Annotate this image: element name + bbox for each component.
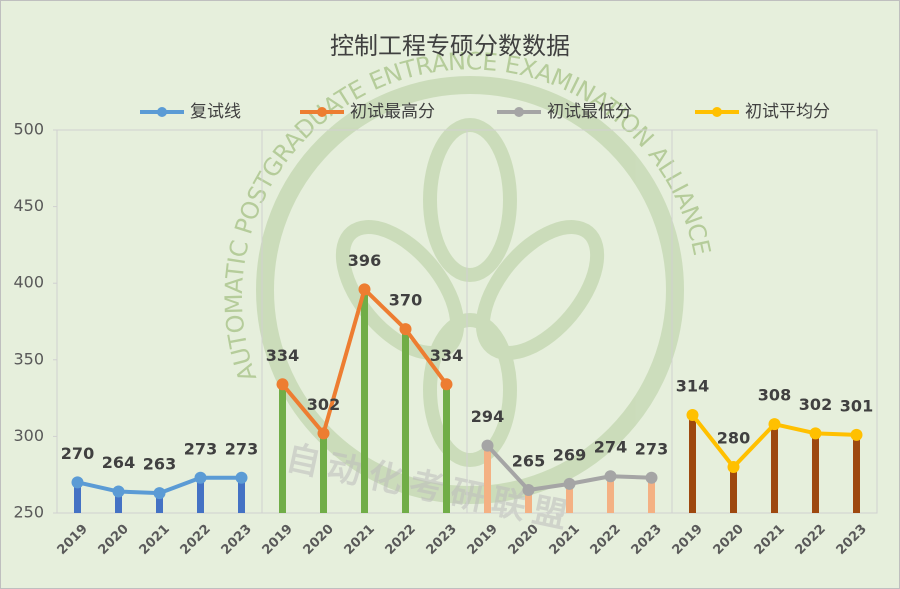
bar	[156, 493, 163, 513]
point	[481, 439, 494, 452]
legend-label: 初试最高分	[350, 102, 435, 122]
point	[686, 408, 699, 421]
y-tick-label: 250	[13, 503, 44, 522]
point	[809, 427, 822, 440]
data-label: 334	[430, 346, 463, 365]
point	[768, 418, 781, 431]
data-label: 314	[676, 376, 709, 395]
legend-marker	[157, 107, 167, 117]
watermark-logo	[256, 76, 684, 504]
bar	[238, 477, 245, 513]
point	[317, 427, 330, 440]
point	[727, 461, 740, 474]
data-label: 273	[184, 439, 217, 458]
bar	[566, 483, 573, 513]
point	[194, 471, 207, 484]
data-label: 263	[143, 455, 176, 474]
y-tick-label: 500	[13, 120, 44, 139]
bar	[402, 329, 409, 513]
data-label: 334	[266, 346, 299, 365]
bar	[443, 384, 450, 513]
data-label: 294	[471, 407, 504, 426]
bar	[279, 384, 286, 513]
point	[399, 323, 412, 336]
data-label: 273	[635, 439, 668, 458]
bar	[74, 482, 81, 513]
data-label: 370	[389, 291, 422, 310]
point	[604, 470, 617, 483]
point	[71, 476, 84, 489]
data-label: 265	[512, 452, 545, 471]
legend-label: 复试线	[190, 102, 241, 122]
bar	[320, 433, 327, 513]
bar	[115, 491, 122, 513]
point	[440, 378, 453, 391]
data-label: 308	[758, 386, 791, 405]
bar	[525, 490, 532, 513]
data-label: 302	[307, 395, 340, 414]
data-label: 396	[348, 251, 381, 270]
chart-title: 控制工程专硕分数数据	[330, 32, 570, 60]
y-tick-label: 300	[13, 426, 44, 445]
y-tick-label: 350	[13, 349, 44, 368]
point	[235, 471, 248, 484]
data-label: 274	[594, 438, 627, 457]
bar	[648, 477, 655, 513]
bar	[361, 289, 368, 513]
bar	[771, 424, 778, 513]
point	[522, 484, 535, 497]
bar	[812, 433, 819, 513]
data-label: 264	[102, 453, 135, 472]
bar	[853, 434, 860, 513]
point	[850, 428, 863, 441]
legend-marker	[514, 107, 524, 117]
y-tick-label: 400	[13, 273, 44, 292]
data-label: 302	[799, 395, 832, 414]
point	[153, 487, 166, 500]
legend-marker	[317, 107, 327, 117]
data-label: 280	[717, 429, 750, 448]
legend-label: 初试平均分	[745, 102, 830, 122]
point	[276, 378, 289, 391]
bar	[689, 414, 696, 513]
legend-label: 初试最低分	[547, 102, 632, 122]
bar	[730, 467, 737, 513]
data-label: 270	[61, 444, 94, 463]
bar	[484, 445, 491, 513]
legend-marker	[712, 107, 722, 117]
data-label: 269	[553, 445, 586, 464]
point	[563, 477, 576, 490]
point	[358, 283, 371, 296]
point	[645, 471, 658, 484]
bar	[197, 477, 204, 513]
bar	[607, 476, 614, 513]
data-label: 273	[225, 439, 258, 458]
y-tick-label: 450	[13, 196, 44, 215]
data-label: 301	[840, 396, 873, 415]
point	[112, 485, 125, 498]
